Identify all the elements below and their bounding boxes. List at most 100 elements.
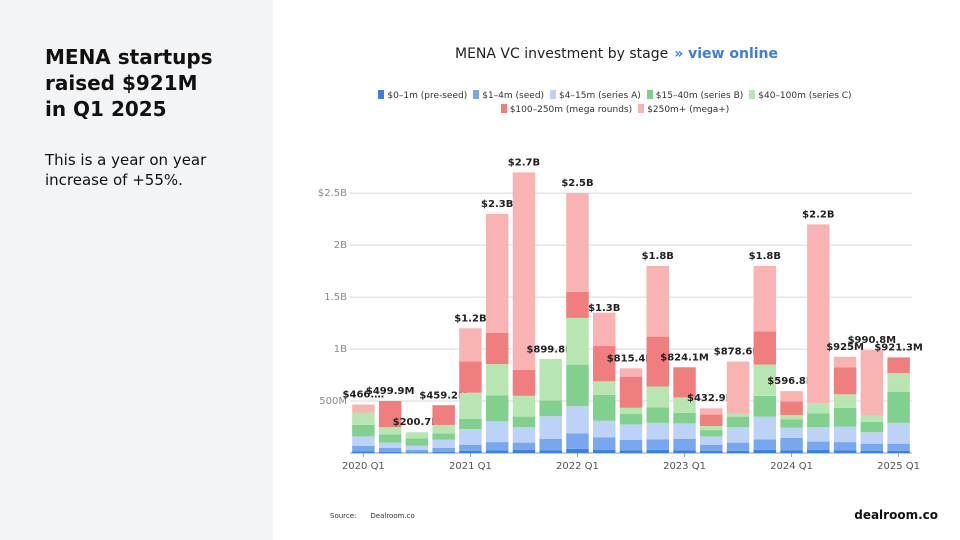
bar-segment xyxy=(833,367,857,395)
bar-segment xyxy=(860,432,884,444)
bar-segment xyxy=(619,414,643,425)
total-label: $432.9M xyxy=(687,393,736,404)
total-label: $824.1M xyxy=(660,352,709,363)
bar-segment xyxy=(753,439,777,450)
legend-item: $40–100m (series C) xyxy=(749,90,852,101)
bar-segment xyxy=(512,416,536,428)
bar-segment xyxy=(378,442,402,448)
bar-segment xyxy=(673,438,696,451)
bar-segment xyxy=(887,450,910,453)
bar-segment xyxy=(646,449,670,453)
bar-segment xyxy=(592,437,616,450)
bar-segment xyxy=(459,361,482,393)
bar-segment xyxy=(860,350,884,416)
bar-segment xyxy=(887,443,910,451)
total-label: $499.9M xyxy=(366,386,415,397)
legend-label: $40–100m (series C) xyxy=(758,91,852,101)
bar-segment xyxy=(700,414,723,426)
total-label: $1.2B xyxy=(454,313,486,324)
bar-segment xyxy=(512,395,536,417)
total-label: $921.3M xyxy=(874,342,923,353)
bar-segment xyxy=(485,450,509,453)
bar-segment xyxy=(887,357,910,373)
bar-segment xyxy=(566,433,589,449)
legend-label: $4–15m (series A) xyxy=(559,91,641,101)
source: Source: Dealroom.co xyxy=(330,512,415,520)
legend-label: $0–1m (pre-seed) xyxy=(387,91,468,101)
total-label: $899.8M xyxy=(526,344,575,355)
bar-segment xyxy=(459,450,482,453)
bar-segment xyxy=(485,395,509,422)
bar-segment xyxy=(753,416,777,440)
bar-segment xyxy=(700,425,723,431)
bar-segment xyxy=(512,427,536,443)
bar-segment xyxy=(539,438,562,451)
legend-swatch xyxy=(550,90,557,99)
bar-segment xyxy=(566,364,589,407)
bar-segment xyxy=(780,401,803,416)
bar-segment xyxy=(726,361,750,414)
bar-segment xyxy=(807,224,830,404)
bar-segment xyxy=(512,369,536,396)
bar-segment xyxy=(673,397,696,413)
bar-segment xyxy=(352,412,375,425)
bar-segment xyxy=(887,422,910,444)
bar-segment xyxy=(807,403,830,414)
total-label: $878.6M xyxy=(714,347,763,358)
bar-segment xyxy=(592,394,616,421)
bar-segment xyxy=(352,451,375,453)
total-label: $2.7B xyxy=(508,157,540,168)
bar-segment xyxy=(673,367,696,398)
bar-segment xyxy=(539,450,562,453)
x-tick-label: 2025 Q1 xyxy=(877,461,920,472)
bar-segment xyxy=(753,331,777,365)
bar-segment xyxy=(378,451,402,453)
bar-segment xyxy=(700,450,723,453)
total-label: $466.… xyxy=(343,390,385,401)
bar-segment xyxy=(459,328,482,362)
y-tick-label: 1B xyxy=(334,344,347,355)
x-tick-label: 2023 Q1 xyxy=(663,461,706,472)
bar-segment xyxy=(646,439,670,450)
bar-segment xyxy=(405,445,429,450)
total-label: $596.8M xyxy=(767,376,816,387)
bar-segment xyxy=(887,391,910,423)
bar-segment xyxy=(646,265,670,337)
bar-segment xyxy=(566,291,589,318)
total-label: $200.7M xyxy=(393,417,442,428)
bar-segment xyxy=(592,449,616,453)
bar-segment xyxy=(780,415,803,420)
bar-segment xyxy=(860,421,884,433)
bar-segment xyxy=(432,451,455,453)
bar-segment xyxy=(432,424,455,434)
bar-segment xyxy=(673,423,696,439)
bar-segment xyxy=(539,416,562,439)
bar-segment xyxy=(432,439,455,448)
bar-segment xyxy=(726,413,750,417)
source-label: Source: xyxy=(330,512,357,520)
chart-heading: MENA VC investment by stage » view online xyxy=(273,46,960,62)
total-label: $2.3B xyxy=(481,199,513,210)
total-label: $459.2M xyxy=(419,390,468,401)
legend-item: $250m+ (mega+) xyxy=(638,104,729,115)
view-online-link[interactable]: » view online xyxy=(674,46,779,62)
bar-segment xyxy=(833,426,857,443)
legend-label: $15–40m (series B) xyxy=(655,91,744,101)
bar-segment xyxy=(619,440,643,451)
bar-segment xyxy=(673,412,696,424)
bar-segment xyxy=(485,213,509,333)
bar-segment xyxy=(619,368,643,377)
bar-segment xyxy=(807,449,830,453)
bar-segment xyxy=(459,418,482,430)
total-label: $2.2B xyxy=(802,209,834,220)
total-label: $815.4M xyxy=(607,353,656,364)
legend: $0–1m (pre-seed) $1–4m (seed) $4–15m (seri… xyxy=(375,90,855,115)
bar-segment xyxy=(700,444,723,451)
legend-item: $0–1m (pre-seed) xyxy=(378,90,467,101)
bar-segment xyxy=(566,317,589,365)
bar-segment xyxy=(485,364,509,396)
total-label: $1.3B xyxy=(588,303,620,314)
bar-segment xyxy=(566,193,589,292)
